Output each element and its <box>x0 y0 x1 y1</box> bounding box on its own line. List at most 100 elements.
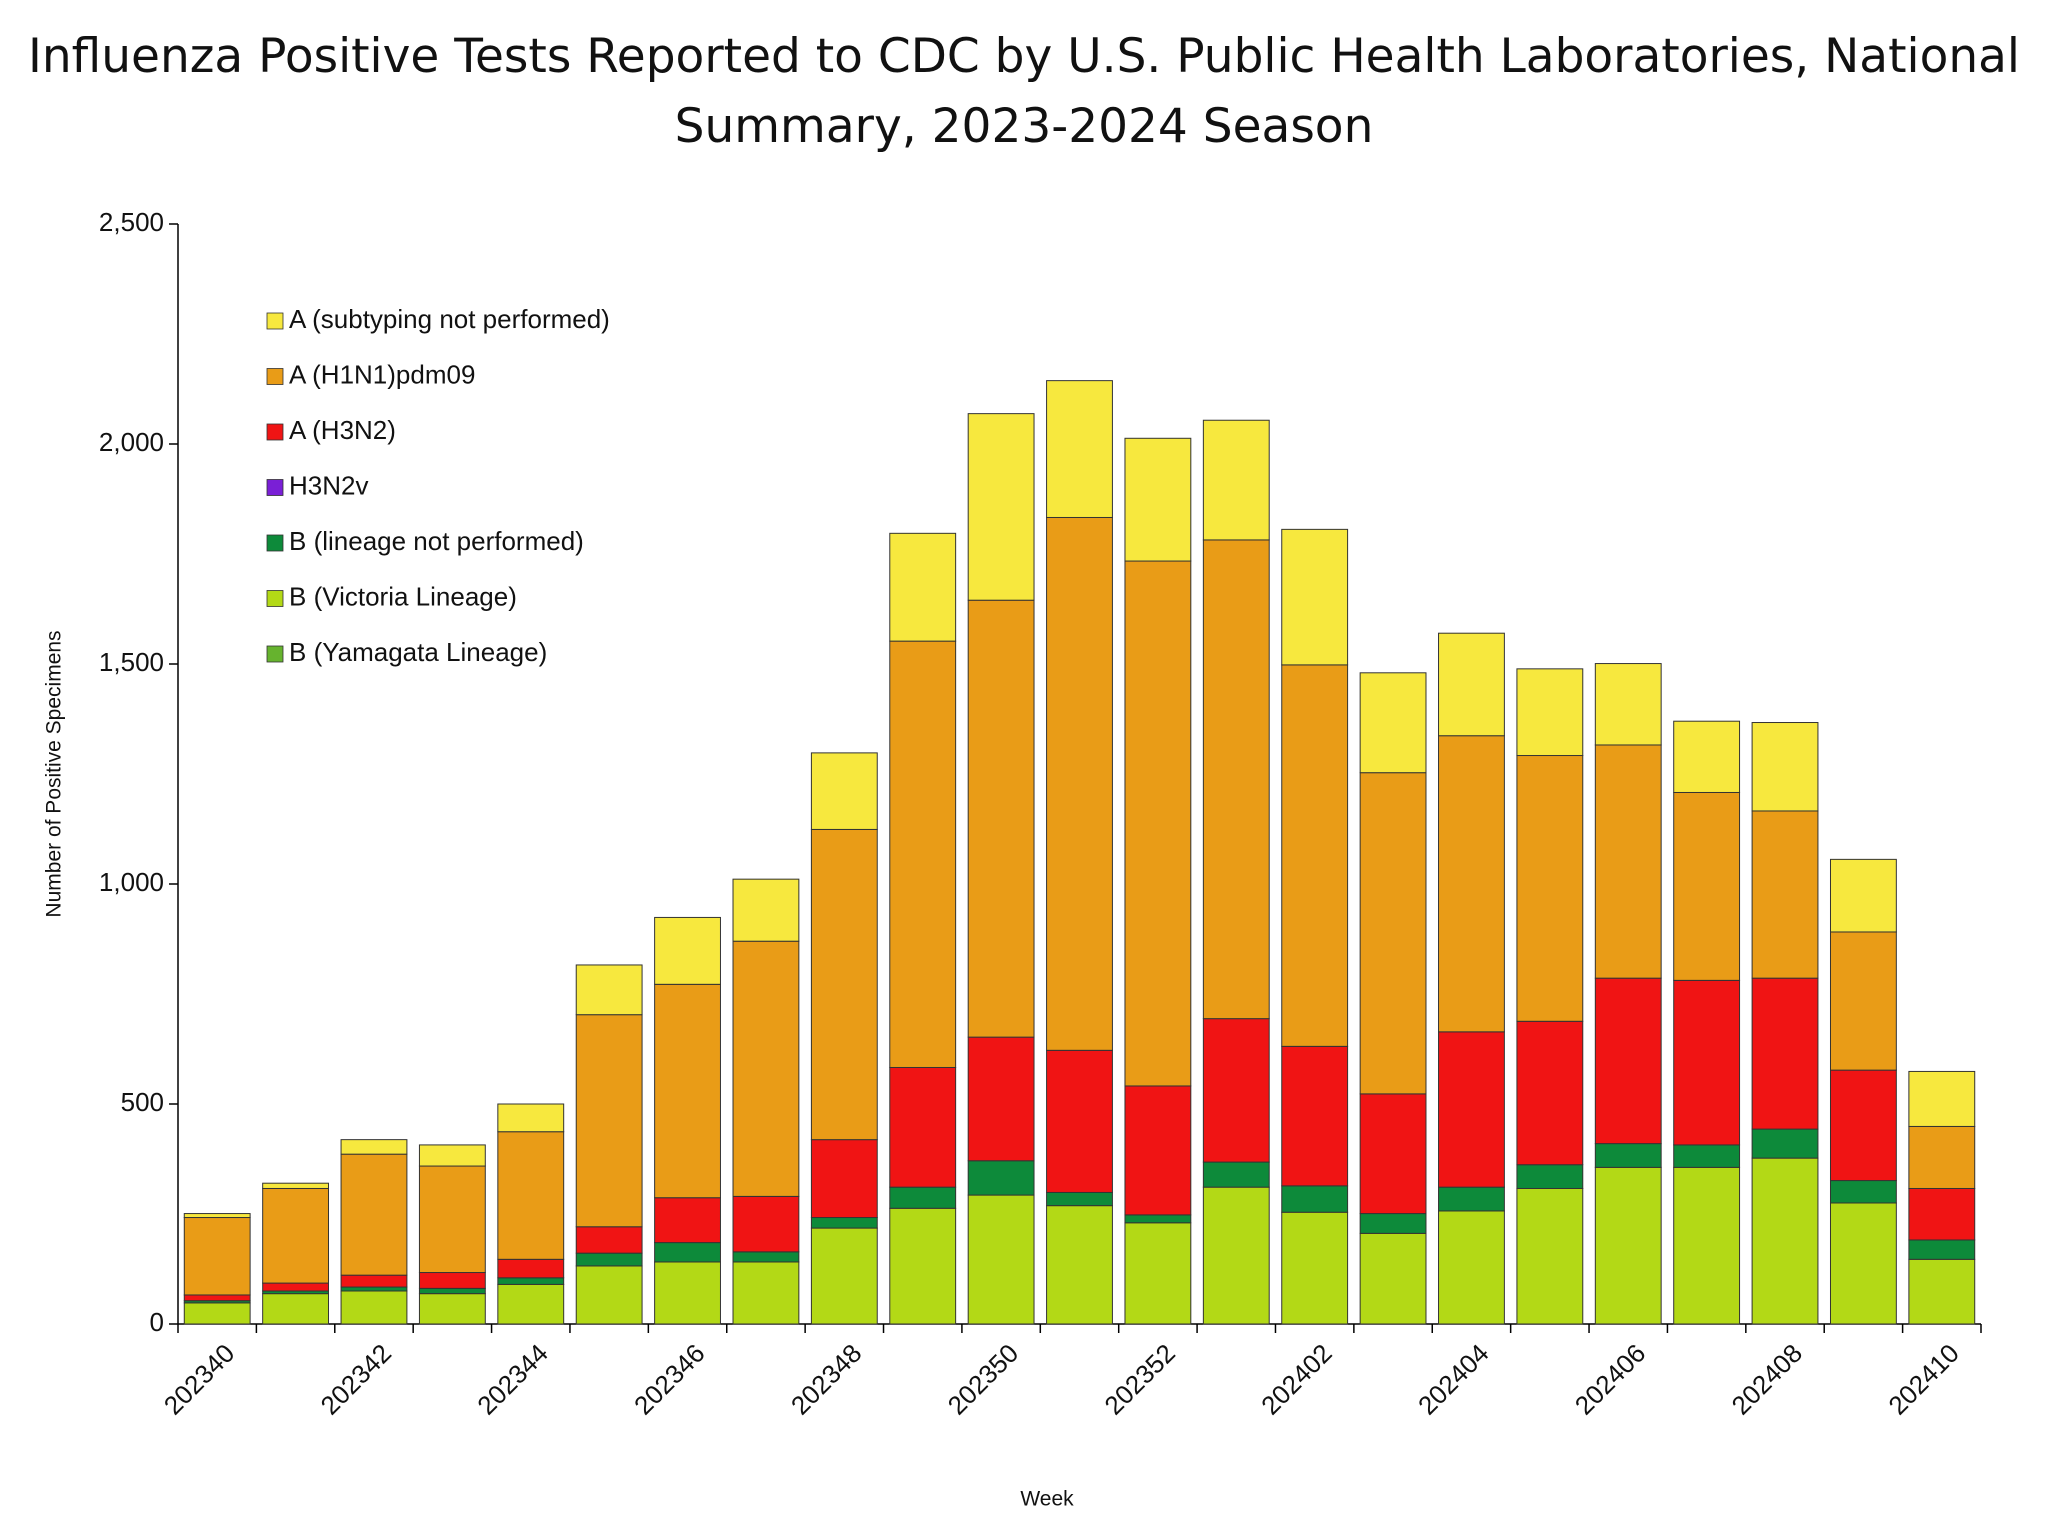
bar-segment <box>340 1153 408 1276</box>
bar-segment <box>183 1213 251 1219</box>
chart-title: Influenza Positive Tests Reported to CDC… <box>28 29 2020 154</box>
bar-segment <box>1124 437 1192 562</box>
bar-segment <box>1438 1186 1505 1212</box>
legend-swatch <box>266 423 284 441</box>
bar-segment <box>575 964 643 1016</box>
bar-segment <box>1281 664 1349 1047</box>
bar-segment <box>967 1194 1035 1325</box>
bar-segment <box>1829 858 1897 933</box>
x-tick-label: 202404 <box>1412 1338 1495 1421</box>
bar-segment <box>732 1261 800 1325</box>
x-axis-label: Week <box>1020 1488 1074 1511</box>
legend-label: H3N2v <box>289 470 368 500</box>
bar-segment <box>1516 668 1584 757</box>
y-tick-label: 0 <box>150 1307 164 1337</box>
bar-segment <box>810 1217 878 1229</box>
legend-swatch <box>266 534 284 552</box>
legend-label: A (H1N1)pdm09 <box>289 359 475 389</box>
bar-segment <box>889 640 957 1068</box>
bar-segment <box>889 532 957 642</box>
bar-segment <box>1124 560 1192 1087</box>
bar-segment <box>889 1207 957 1325</box>
bar-segment <box>1673 1166 1741 1325</box>
bar-segment <box>418 1272 486 1289</box>
bar-segment <box>497 1258 565 1279</box>
bar-segment <box>575 1265 643 1325</box>
legend-label: B (lineage not performed) <box>289 526 584 556</box>
bar-segment <box>654 1242 721 1263</box>
bar-segment <box>262 1293 330 1325</box>
bar-segment <box>1046 1191 1113 1207</box>
bar-segment <box>262 1282 330 1292</box>
bar-segment <box>1829 1069 1897 1182</box>
bar-segment <box>810 752 878 830</box>
bar-segment <box>1124 1214 1192 1224</box>
bar-segment <box>1673 1144 1741 1168</box>
bar-segment <box>1829 1202 1897 1325</box>
bar-segment <box>654 983 721 1199</box>
bar-segment <box>497 1283 565 1325</box>
bar-segment <box>1124 1222 1192 1325</box>
bar-segment <box>1751 977 1819 1130</box>
x-tick-label: 202402 <box>1255 1338 1338 1421</box>
bar-segment <box>1438 632 1505 737</box>
bar-segment <box>183 1294 251 1302</box>
bar-segment <box>1202 539 1270 1020</box>
bar-segment <box>1281 1185 1349 1213</box>
bar-segment <box>340 1290 408 1325</box>
bar-segment <box>1829 931 1897 1071</box>
bar-segment <box>183 1217 251 1296</box>
bar-segment <box>967 413 1035 601</box>
bar-segment <box>1594 744 1662 979</box>
bar-segment <box>1751 722 1819 812</box>
bar-segment <box>1359 1232 1427 1325</box>
bar-segment <box>418 1144 486 1167</box>
bar-segment <box>1516 1164 1584 1189</box>
bar-segment <box>889 1186 957 1209</box>
x-tick-label: 202346 <box>628 1338 711 1421</box>
legend-swatch <box>266 479 284 496</box>
bar-segment <box>497 1131 565 1260</box>
x-tick-label: 202410 <box>1882 1338 1965 1421</box>
bar-segment <box>497 1277 565 1285</box>
bar-segment <box>575 1014 643 1228</box>
bar-segment <box>262 1182 330 1189</box>
bar-segment <box>1202 1186 1270 1325</box>
bar-segment <box>497 1103 565 1133</box>
y-axis-label: Number of Positive Specimens <box>43 630 66 917</box>
bar-segment <box>889 1066 957 1188</box>
bar-segment <box>1359 1213 1427 1234</box>
x-tick-label: 202350 <box>942 1338 1025 1421</box>
bar-segment <box>1438 735 1505 1033</box>
bar-segment <box>1046 516 1113 1051</box>
bar-segment <box>1516 755 1584 1022</box>
bar-segment <box>1359 672 1427 774</box>
bar-segment <box>1202 1018 1270 1163</box>
bar-segment <box>575 1252 643 1267</box>
bar-segment <box>1673 720 1741 793</box>
legend-label: B (Victoria Lineage) <box>289 581 517 611</box>
bar-segment <box>654 1261 721 1325</box>
legend-label: B (Yamagata Lineage) <box>289 637 547 667</box>
bar-segment <box>1516 1020 1584 1166</box>
bar-segment <box>1438 1210 1505 1325</box>
bar-segment <box>810 828 878 1141</box>
bar-segment <box>1281 528 1349 666</box>
x-tick-label: 202342 <box>315 1338 398 1421</box>
bar-segment <box>732 1251 800 1263</box>
x-tick-label: 202352 <box>1098 1338 1181 1421</box>
bar-segment <box>418 1165 486 1274</box>
y-tick-label: 2,000 <box>99 427 164 457</box>
x-tick-label: 202340 <box>158 1338 241 1421</box>
bar-segment <box>1359 772 1427 1095</box>
bar-segment <box>654 916 721 985</box>
legend-swatch <box>266 645 284 663</box>
y-tick-label: 1,000 <box>99 867 164 897</box>
bar-segment <box>732 878 800 942</box>
bar-segment <box>1829 1180 1897 1204</box>
x-tick-label: 202408 <box>1726 1338 1809 1421</box>
legend-swatch <box>266 312 284 330</box>
bar-segment <box>1751 810 1819 979</box>
bar-segment <box>418 1287 486 1295</box>
